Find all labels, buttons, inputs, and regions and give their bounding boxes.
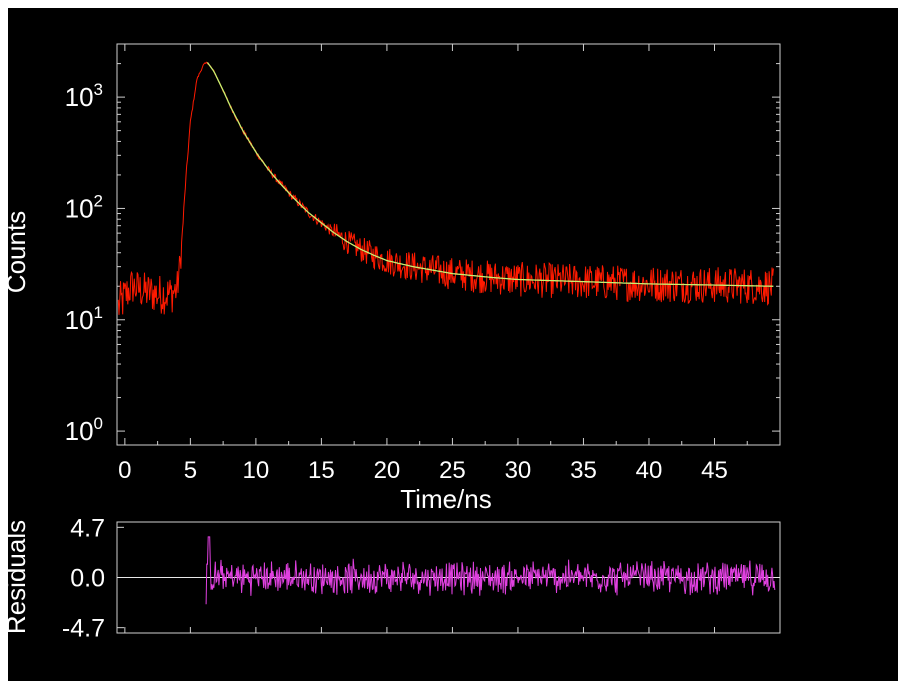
- fit-curve-line: [206, 62, 774, 287]
- y-axis-label: Counts: [8, 211, 31, 293]
- residuals-y-tick-label: 4.7: [70, 514, 105, 542]
- main-series-group: [117, 61, 774, 315]
- residuals-x-ticks: [124, 627, 715, 633]
- x-tick-label: 10: [243, 457, 270, 484]
- main-x-ticks: 0 5 10 15 20 25 30 35 40 45: [118, 44, 748, 484]
- residuals-y-ticks: 4.7 0.0 -4.7: [62, 514, 780, 643]
- residuals-axis-label: Residuals: [8, 520, 31, 634]
- x-tick-label: 20: [374, 457, 401, 484]
- x-tick-label: 30: [505, 457, 532, 484]
- measured-decay-line: [117, 61, 774, 315]
- residuals-line: [205, 536, 776, 605]
- x-tick-label: 0: [118, 457, 131, 484]
- x-tick-label: 45: [701, 457, 728, 484]
- main-plot-frame: [116, 43, 781, 446]
- chart-canvas: 0 5 10 15 20 25 30 35 40 45 100 101 102 103 Counts T…: [1, 8, 898, 681]
- x-tick-label: 40: [636, 457, 663, 484]
- x-tick-label: 5: [184, 457, 197, 484]
- x-tick-label: 35: [570, 457, 597, 484]
- x-tick-label: 15: [308, 457, 335, 484]
- y-tick-label: 102: [65, 191, 103, 223]
- main-y-ticks: 100 101 102 103: [65, 43, 780, 446]
- y-tick-label: 103: [65, 80, 103, 112]
- residuals-y-tick-label: -4.7: [62, 615, 105, 643]
- y-tick-label: 100: [65, 414, 103, 446]
- chart-svg: 0 5 10 15 20 25 30 35 40 45 100 101 102 103 Counts T…: [1, 43, 781, 643]
- residuals-y-tick-label: 0.0: [70, 565, 105, 593]
- x-axis-label: Time/ns: [400, 484, 492, 514]
- x-tick-label: 25: [439, 457, 466, 484]
- y-tick-label: 101: [65, 303, 103, 335]
- residuals-series-group: [205, 536, 776, 605]
